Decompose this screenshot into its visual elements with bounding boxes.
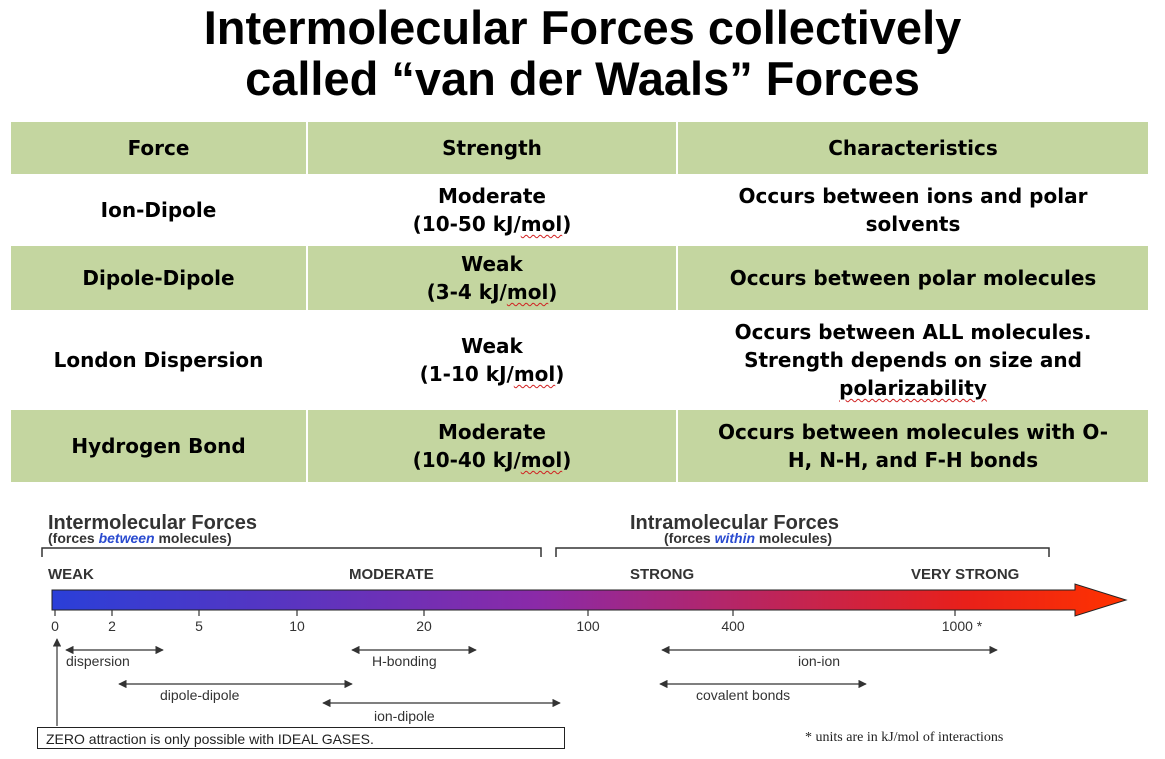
subtitle-text: molecules)	[755, 530, 833, 546]
table-row: London Dispersion Weak (1-10 kJ/mol) Occ…	[9, 310, 1150, 410]
level-weak: WEAK	[48, 566, 94, 583]
strength-cell: Weak (1-10 kJ/mol)	[306, 310, 678, 410]
table-row: Hydrogen Bond Moderate (10-40 kJ/mol) Oc…	[9, 408, 1150, 484]
characteristics-line: solvents	[865, 212, 961, 236]
header-force: Force	[9, 120, 308, 176]
subtitle-text: (forces	[664, 530, 715, 546]
characteristics-line: Occurs between ALL molecules.	[734, 320, 1092, 344]
forces-table: Force Strength Characteristics Ion-Dipol…	[9, 120, 1150, 484]
strength-cell: Moderate (10-50 kJ/mol)	[306, 174, 678, 246]
intramolecular-title: Intramolecular Forces	[630, 512, 839, 534]
tick-label: 20	[416, 618, 432, 634]
units-note: * units are in kJ/mol of interactions	[805, 730, 1004, 745]
slide-title: Intermolecular Forces collectively calle…	[0, 2, 1165, 104]
strength-level: Weak	[461, 252, 523, 276]
intermolecular-subtitle: (forces between molecules)	[48, 530, 232, 546]
strength-gradient-arrow	[51, 583, 1128, 617]
force-name: Dipole-Dipole	[9, 244, 308, 312]
characteristics-line: H, N-H, and F-H bonds	[787, 448, 1039, 472]
range-label-ion-ion: ion-ion	[798, 653, 841, 669]
title-line-1: Intermolecular Forces collectively	[203, 1, 962, 54]
level-very-strong: VERY STRONG	[911, 566, 1020, 583]
title-line-2: called “van der Waals” Forces	[245, 52, 920, 105]
force-name: Ion-Dipole	[9, 174, 308, 246]
range-label-ion-dipole: ion-dipole	[374, 708, 435, 724]
subtitle-emphasis: between	[98, 530, 155, 546]
characteristics-line: Occurs between molecules with O-	[717, 420, 1109, 444]
subtitle-emphasis: within	[714, 530, 756, 546]
range-label-h-bonding: H-bonding	[372, 653, 437, 669]
characteristics-line: polarizability	[839, 376, 987, 400]
intramolecular-bracket	[555, 547, 1050, 557]
characteristics-line: Occurs between polar molecules	[729, 266, 1097, 290]
table-row: Dipole-Dipole Weak (3-4 kJ/mol) Occurs b…	[9, 244, 1150, 312]
intermolecular-title: Intermolecular Forces	[48, 512, 257, 534]
tick-label: 1000 *	[941, 618, 983, 634]
tick-label: 100	[576, 618, 600, 634]
strength-range: (10-50 kJ/mol)	[412, 212, 572, 236]
header-strength: Strength	[306, 120, 678, 176]
header-characteristics: Characteristics	[676, 120, 1150, 176]
table-row: Ion-Dipole Moderate (10-50 kJ/mol) Occur…	[9, 174, 1150, 246]
strength-level: Weak	[461, 334, 523, 358]
characteristics-cell: Occurs between ions and polar solvents	[676, 174, 1150, 246]
characteristics-cell: Occurs between ALL molecules. Strength d…	[676, 310, 1150, 410]
strength-range: (3-4 kJ/mol)	[426, 280, 558, 304]
strength-level: Moderate	[437, 420, 546, 444]
scale-graphics	[41, 547, 1128, 726]
force-strength-scale: Intermolecular Forces (forces between mo…	[0, 505, 1165, 759]
level-moderate: MODERATE	[349, 566, 434, 583]
strength-range: (10-40 kJ/mol)	[412, 448, 572, 472]
intramolecular-subtitle: (forces within molecules)	[664, 530, 832, 546]
intermolecular-bracket	[41, 547, 542, 557]
strength-cell: Moderate (10-40 kJ/mol)	[306, 408, 678, 484]
tick-label: 2	[108, 618, 116, 634]
tick-label: 0	[51, 618, 59, 634]
characteristics-line: Strength depends on size and	[744, 348, 1082, 372]
range-label-covalent-bonds: covalent bonds	[696, 687, 791, 703]
tick-label: 5	[195, 618, 203, 634]
characteristics-line: Occurs between ions and polar	[738, 184, 1088, 208]
range-label-dispersion: dispersion	[66, 653, 130, 669]
zero-attraction-note: ZERO attraction is only possible with ID…	[37, 727, 565, 749]
strength-cell: Weak (3-4 kJ/mol)	[306, 244, 678, 312]
strength-level: Moderate	[437, 184, 546, 208]
subtitle-text: molecules)	[154, 530, 232, 546]
tick-label: 10	[289, 618, 305, 634]
subtitle-text: (forces	[48, 530, 99, 546]
table-header-row: Force Strength Characteristics	[9, 120, 1150, 176]
characteristics-cell: Occurs between polar molecules	[676, 244, 1150, 312]
range-label-dipole-dipole: dipole-dipole	[160, 687, 240, 703]
strength-range: (1-10 kJ/mol)	[419, 362, 565, 386]
force-name: Hydrogen Bond	[9, 408, 308, 484]
force-name: London Dispersion	[9, 310, 308, 410]
level-strong: STRONG	[630, 566, 695, 583]
tick-label: 400	[721, 618, 745, 634]
tick-marks	[54, 610, 956, 616]
characteristics-cell: Occurs between molecules with O- H, N-H,…	[676, 408, 1150, 484]
